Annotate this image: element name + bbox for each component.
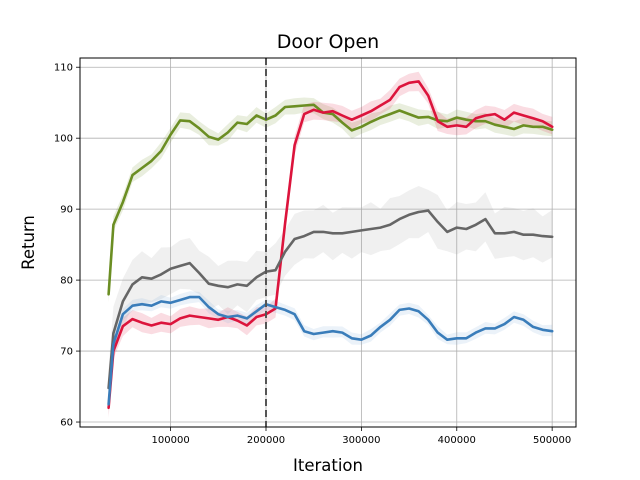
y-axis-ticks: 60 70 80 90 100 110 [54,63,80,429]
x-tick-label: 300000 [342,435,380,446]
y-tick-label: 80 [60,276,73,287]
y-tick-label: 60 [60,418,73,429]
x-tick-label: 100000 [152,435,190,446]
x-tick-label: 500000 [533,435,571,446]
chart-title: Door Open [277,31,379,53]
y-tick-label: 90 [60,205,73,216]
series-2-line [107,209,554,390]
x-axis-ticks: 100000 200000 300000 400000 500000 [152,427,571,446]
x-tick-label: 200000 [247,435,285,446]
series-3-line [107,295,554,406]
y-tick-label: 110 [54,63,73,74]
x-tick-label: 400000 [438,435,476,446]
series-0-line [107,103,554,296]
y-tick-label: 100 [54,134,73,145]
series-1-line [107,80,554,410]
y-axis-title: Return [19,215,38,270]
plot-frame [79,57,577,428]
series-3-band [108,291,553,411]
series-lines [107,80,554,410]
x-axis-title: Iteration [293,456,363,475]
series-2-band [108,186,553,415]
confidence-bands [108,71,553,418]
y-tick-label: 70 [60,347,73,358]
